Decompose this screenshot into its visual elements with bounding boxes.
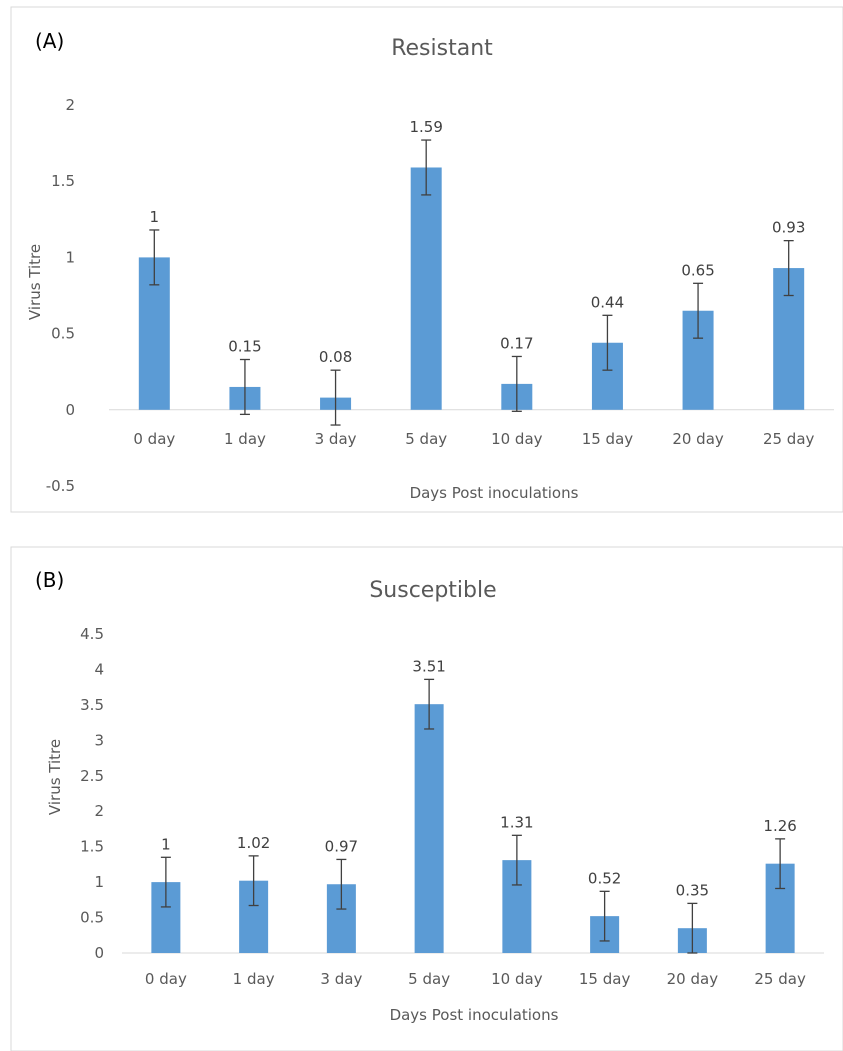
panel-a-error-bar <box>149 229 160 286</box>
panel-a-error-bar <box>239 358 250 416</box>
panel-a-data-label: 0.08 <box>319 348 352 366</box>
chart-panel-b: (B) Susceptible Virus Titre Days Post in… <box>10 546 843 1051</box>
panel-a-y-axis-label: Virus Titre <box>26 244 44 320</box>
panel-b-title: Susceptible <box>369 578 496 603</box>
panel-a-x-tick-label: 0 day <box>133 430 175 448</box>
panel-a-x-ticks: 0 day 1 day 3 day 5 day 10 day 15 day 20 day 25… <box>133 430 814 448</box>
panel-a-data-label: 0.17 <box>500 334 533 352</box>
panel-b-x-tick-label: 20 day <box>667 970 719 988</box>
panel-b-bars: 1 1.02 0.97 3.51 1.31 0.52 0.35 1.26 <box>151 657 797 954</box>
panel-b-data-label: 3.51 <box>412 657 445 675</box>
panel-a-x-tick-label: 25 day <box>763 430 815 448</box>
panel-a-error-bar <box>511 355 522 412</box>
panel-b-data-label: 1.31 <box>500 813 533 831</box>
panel-b-x-tick-label: 3 day <box>320 970 362 988</box>
panel-a-error-bar <box>602 314 613 371</box>
panel-b-y-tick-label: 0.5 <box>80 909 104 927</box>
panel-b-y-tick-label: 3.5 <box>80 696 104 714</box>
panel-b-y-tick-label: 3 <box>94 731 104 749</box>
panel-a-error-bar <box>693 282 704 339</box>
panel-b-data-label: 1 <box>161 835 171 853</box>
panel-b-y-tick-label: 4.5 <box>80 625 104 643</box>
panel-b-x-tick-label: 5 day <box>408 970 450 988</box>
panel-b-y-axis-label: Virus Titre <box>46 739 64 815</box>
panel-a-y-tick-label: 0.5 <box>51 325 75 343</box>
panel-b-data-label: 0.35 <box>676 881 709 899</box>
panel-a-label: (A) <box>35 29 64 53</box>
panel-b-label: (B) <box>35 568 64 592</box>
panel-b-data-label: 0.97 <box>325 837 358 855</box>
panel-b-x-tick-label: 1 day <box>233 970 275 988</box>
panel-a-y-tick-label: 0 <box>65 401 75 419</box>
panel-a-y-tick-label: 2 <box>65 96 75 114</box>
panel-b-error-bar <box>687 902 698 954</box>
panel-a-x-tick-label: 5 day <box>405 430 447 448</box>
panel-b-error-bar <box>160 856 171 908</box>
panel-b-y-tick-label: 2.5 <box>80 767 104 785</box>
panel-b-x-tick-label: 25 day <box>754 970 806 988</box>
panel-a-data-label: 1.59 <box>409 118 442 136</box>
panel-b-x-tick-label: 0 day <box>145 970 187 988</box>
panel-b-y-tick-label: 0 <box>94 944 104 962</box>
panel-b-data-label: 1.26 <box>763 817 796 835</box>
panel-a-y-tick-label: 1.5 <box>51 172 75 190</box>
panel-b-y-tick-label: 1.5 <box>80 838 104 856</box>
chart-panel-a: (A) Resistant Virus Titre Days Post inoc… <box>10 6 843 513</box>
panel-b-data-label: 1.02 <box>237 834 270 852</box>
panel-b-x-ticks: 0 day 1 day 3 day 5 day 10 day 15 day 20 day 25… <box>145 970 806 988</box>
panel-a-bars: 1 0.15 0.08 1.59 0.17 0.44 0.65 0.93 <box>138 118 805 426</box>
panel-b-x-tick-label: 15 day <box>579 970 631 988</box>
panel-a-x-tick-label: 20 day <box>672 430 724 448</box>
panel-b-error-bar <box>511 834 522 886</box>
panel-b-y-tick-label: 4 <box>94 660 104 678</box>
panel-b-error-bar <box>775 838 786 890</box>
panel-a-x-tick-label: 10 day <box>491 430 543 448</box>
panel-a-data-label: 0.15 <box>228 338 261 356</box>
panel-b-bar <box>414 704 444 953</box>
panel-b-x-tick-label: 10 day <box>491 970 543 988</box>
panel-a-bar <box>410 167 442 410</box>
panel-a-data-label: 1 <box>150 208 160 226</box>
panel-a-data-label: 0.44 <box>591 293 624 311</box>
panel-a-y-tick-label: 1 <box>65 248 75 266</box>
panel-a-x-axis-label: Days Post inoculations <box>410 484 579 502</box>
panel-a-y-ticks: -0.5 0 0.5 1 1.5 2 <box>46 96 75 495</box>
panel-a-x-tick-label: 3 day <box>315 430 357 448</box>
panel-a-data-label: 0.65 <box>681 261 714 279</box>
panel-a-error-bar <box>421 139 432 196</box>
panel-a-error-bar <box>783 239 794 297</box>
panel-b-y-ticks: 0 0.5 1 1.5 2 2.5 3 3.5 4 4.5 <box>80 625 104 962</box>
panel-b-error-bar <box>248 855 259 907</box>
panel-b-data-label: 0.52 <box>588 869 621 887</box>
panel-a-x-tick-label: 1 day <box>224 430 266 448</box>
panel-a-error-bar <box>330 369 341 426</box>
panel-a-data-label: 0.93 <box>772 219 805 237</box>
panel-a-x-tick-label: 15 day <box>582 430 634 448</box>
panel-b-error-bar <box>424 678 435 730</box>
panel-a-y-tick-label: -0.5 <box>46 477 75 495</box>
panel-b-error-bar <box>336 858 347 910</box>
panel-b-error-bar <box>599 890 610 942</box>
panel-b-y-tick-label: 2 <box>94 802 104 820</box>
panel-b-x-axis-label: Days Post inoculations <box>390 1006 559 1024</box>
panel-a-title: Resistant <box>391 36 493 61</box>
panel-b-y-tick-label: 1 <box>94 873 104 891</box>
